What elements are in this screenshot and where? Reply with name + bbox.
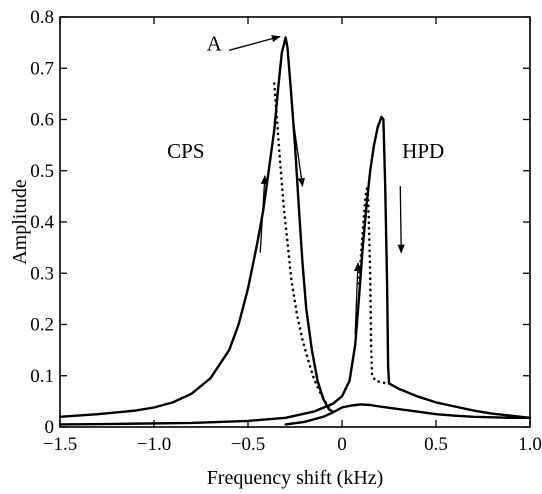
y-axis-title: Amplitude [9, 179, 31, 265]
annotation-a: A [207, 31, 223, 55]
series-line-1 [58, 36, 334, 418]
x-tick-label: 0.5 [424, 434, 448, 455]
x-tick-label: 1.0 [518, 434, 542, 455]
arrow-to-peak-a [229, 35, 281, 51]
axis-ticks: −1.5 −1.0 −0.5 0 0.5 1.0 0 0.1 0.2 0.3 0.4 0.5 0.6 0.… [30, 7, 542, 455]
annotation-labels: A CPS HPD [167, 31, 444, 163]
x-tick-label: −1.5 [43, 434, 77, 455]
series-line-2 [273, 82, 331, 409]
arrow-hpd-up [354, 262, 362, 335]
annotation-arrows [229, 35, 405, 335]
arrow-cps-down [292, 119, 305, 188]
arrow-cps-up [259, 174, 269, 253]
arrow-hpd-down [397, 186, 405, 254]
y-tick-label: 0.7 [30, 58, 54, 79]
x-tick-label: −0.5 [231, 434, 265, 455]
series-line-4 [357, 184, 389, 385]
y-tick-label: 0.3 [30, 263, 54, 284]
y-tick-label: 0.4 [30, 212, 54, 233]
y-tick-label: 0 [45, 417, 55, 438]
plot-frame [59, 16, 531, 428]
y-tick-label: 0.1 [30, 366, 54, 387]
plot-series [58, 36, 532, 426]
x-axis-title: Frequency shift (kHz) [207, 467, 384, 489]
annotation-hpd: HPD [402, 139, 444, 163]
x-tick-label: 0 [337, 434, 347, 455]
y-tick-label: 0.6 [30, 110, 54, 131]
series-line-3 [58, 115, 532, 426]
annotation-cps: CPS [167, 139, 204, 163]
x-tick-label: −1.0 [137, 434, 171, 455]
series-line-5 [284, 403, 532, 426]
y-tick-label: 0.8 [30, 7, 54, 28]
y-tick-label: 0.5 [30, 161, 54, 182]
y-tick-label: 0.2 [30, 315, 54, 336]
